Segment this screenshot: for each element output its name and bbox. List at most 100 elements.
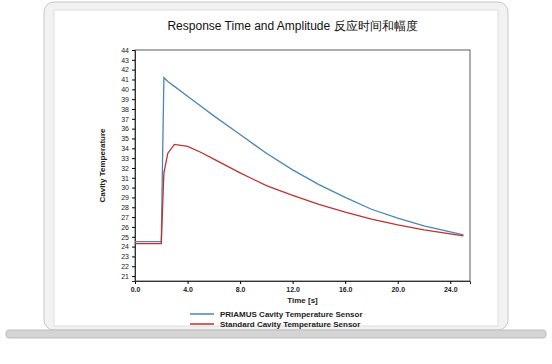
y-tick-label: 25: [121, 234, 129, 241]
y-tick-mark: [132, 60, 135, 61]
y-tick-label: 43: [121, 57, 129, 64]
x-tick: 12.0: [286, 281, 300, 293]
laptop-base: [6, 330, 546, 338]
y-tick: 21: [121, 273, 135, 280]
y-tick-label: 35: [121, 135, 129, 142]
y-tick: 41: [121, 76, 135, 83]
x-tick: 24.0: [444, 281, 458, 293]
y-axis-title: Cavity Temperature: [98, 128, 107, 203]
x-tick-mark: [398, 281, 399, 284]
y-tick: 30: [121, 184, 135, 191]
legend-swatch: [190, 313, 214, 315]
x-tick-label: 8.0: [236, 286, 246, 293]
y-tick-label: 29: [121, 194, 129, 201]
legend-label: PRIAMUS Cavity Temperature Sensor: [220, 310, 363, 319]
y-tick: 34: [121, 145, 135, 152]
x-tick: 8.0: [236, 281, 246, 293]
y-tick-mark: [132, 256, 135, 257]
y-tick-label: 30: [121, 184, 129, 191]
x-tick-label: 24.0: [444, 286, 458, 293]
chart-root: Response Time and Amplitude 反应时间和幅度 0.0 4.…: [0, 0, 552, 364]
x-axis-line: [136, 282, 471, 285]
y-tick-mark: [132, 158, 135, 159]
y-tick-mark: [132, 89, 135, 90]
y-tick-label: 42: [121, 66, 129, 73]
legend-swatch: [190, 323, 214, 325]
y-tick: 37: [121, 116, 135, 123]
y-tick-mark: [132, 207, 135, 208]
y-tick-label: 28: [121, 204, 129, 211]
y-tick-mark: [132, 247, 135, 248]
y-tick-mark: [132, 266, 135, 267]
y-tick-label: 38: [121, 106, 129, 113]
y-tick-mark: [132, 129, 135, 130]
y-tick-mark: [132, 197, 135, 198]
y-tick-mark: [132, 79, 135, 80]
y-tick-mark: [132, 227, 135, 228]
x-tick: 4.0: [183, 281, 193, 293]
y-tick: 38: [121, 106, 135, 113]
y-tick-label: 26: [121, 224, 129, 231]
y-tick: 42: [121, 66, 135, 73]
y-tick-label: 31: [121, 175, 129, 182]
y-tick-label: 23: [121, 253, 129, 260]
y-axis: 21 22 23 24 25 26 27 28 29 30 31 32 33 34 35 36 37 38 39 40…: [121, 47, 135, 282]
laptop-bezel: [44, 2, 508, 330]
x-tick-mark: [293, 281, 294, 284]
y-tick-label: 44: [121, 47, 129, 54]
y-tick: 23: [121, 253, 135, 260]
y-tick-label: 37: [121, 116, 129, 123]
y-tick-label: 33: [121, 155, 129, 162]
series-line: [135, 78, 463, 242]
y-tick-mark: [132, 168, 135, 169]
y-tick-mark: [132, 276, 135, 277]
x-tick: 20.0: [391, 281, 405, 293]
y-tick-mark: [132, 70, 135, 71]
y-tick-mark: [132, 50, 135, 51]
y-tick-mark: [132, 138, 135, 139]
y-tick: 26: [121, 224, 135, 231]
y-tick-label: 27: [121, 214, 129, 221]
y-tick: 29: [121, 194, 135, 201]
y-axis-line: [132, 51, 136, 282]
y-tick-label: 32: [121, 165, 129, 172]
x-tick-mark: [345, 281, 346, 284]
y-tick: 27: [121, 214, 135, 221]
y-tick: 44: [121, 47, 135, 54]
x-tick: 16.0: [339, 281, 353, 293]
chart-title: Response Time and Amplitude 反应时间和幅度: [167, 19, 417, 33]
legend-label: Standard Cavity Temperature Sensor: [220, 320, 360, 329]
x-tick-mark: [240, 281, 241, 284]
y-tick: 24: [121, 243, 135, 250]
x-axis-title: Time [s]: [287, 296, 318, 305]
x-tick-label: 4.0: [183, 286, 193, 293]
y-tick-label: 21: [121, 273, 129, 280]
laptop-screen: [54, 10, 498, 326]
x-tick-label: 0.0: [131, 286, 141, 293]
y-tick-label: 40: [121, 86, 129, 93]
y-tick-mark: [132, 188, 135, 189]
y-tick-mark: [132, 217, 135, 218]
series-line: [135, 144, 463, 243]
y-tick-mark: [132, 148, 135, 149]
y-tick-label: 41: [121, 76, 129, 83]
y-tick-label: 22: [121, 263, 129, 270]
y-tick-mark: [132, 178, 135, 179]
y-tick: 36: [121, 125, 135, 132]
x-tick-mark: [450, 281, 451, 284]
y-tick-label: 36: [121, 125, 129, 132]
y-tick: 33: [121, 155, 135, 162]
y-tick-mark: [132, 119, 135, 120]
y-tick: 35: [121, 135, 135, 142]
y-tick-label: 39: [121, 96, 129, 103]
y-tick-mark: [132, 237, 135, 238]
y-tick-label: 34: [121, 145, 129, 152]
y-tick: 40: [121, 86, 135, 93]
x-axis: 0.0 4.0 8.0 12.0 16.0 20.0 24.0: [131, 281, 471, 293]
x-tick: 0.0: [131, 281, 141, 293]
plot-frame: [135, 50, 470, 281]
y-tick: 28: [121, 204, 135, 211]
x-tick-label: 20.0: [391, 286, 405, 293]
y-tick: 43: [121, 57, 135, 64]
x-tick-label: 16.0: [339, 286, 353, 293]
